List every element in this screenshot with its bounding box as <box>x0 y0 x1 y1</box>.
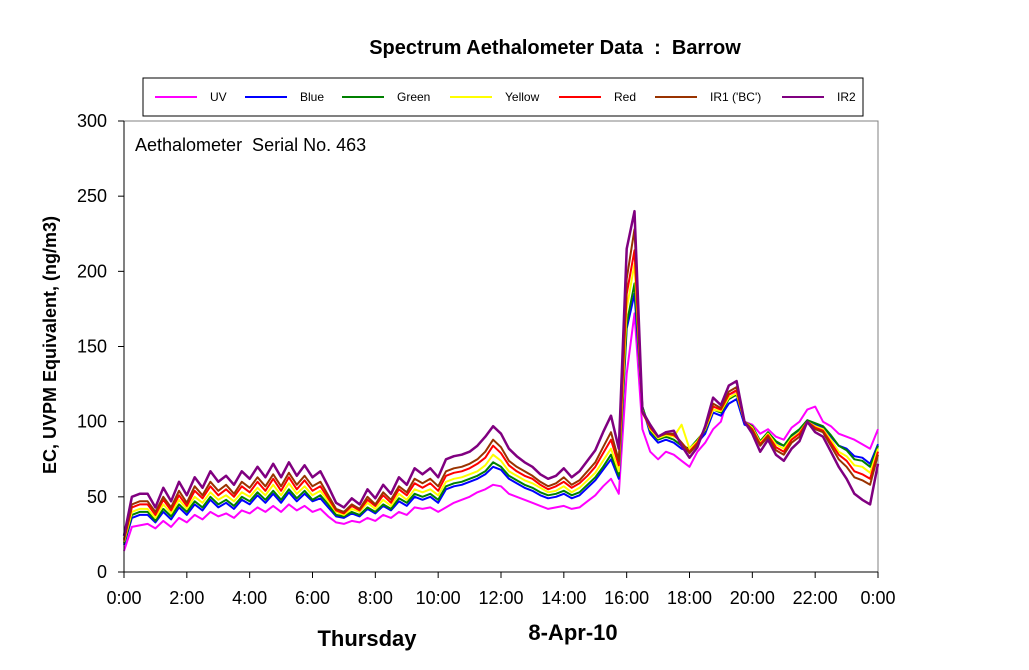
y-tick-label: 200 <box>77 261 107 281</box>
y-tick-label: 0 <box>97 562 107 582</box>
x-tick-label: 12:00 <box>478 588 523 608</box>
x-tick-label: 8:00 <box>358 588 393 608</box>
x-tick-label: 10:00 <box>416 588 461 608</box>
series-line-ir1-bc <box>123 228 879 540</box>
legend-label: IR2 <box>837 90 856 104</box>
legend-label: UV <box>210 90 227 104</box>
x-axis: 0:00 2:00 4:00 6:00 8:00 10:00 12:00 14:00 16:00… <box>106 571 896 608</box>
series-line-green <box>123 282 879 544</box>
legend-label: Green <box>397 90 430 104</box>
series-line-yellow <box>123 262 879 543</box>
x-tick-label: 16:00 <box>604 588 649 608</box>
legend-label: Blue <box>300 90 324 104</box>
date-label: 8-Apr-10 <box>528 620 617 645</box>
day-label: Thursday <box>317 626 417 651</box>
y-axis: 0 50 100 150 200 250 300 <box>77 111 125 582</box>
y-axis-label: EC, UVPM Equivalent, (ng/m3) <box>40 216 60 474</box>
serial-annotation: Aethalometer Serial No. 463 <box>135 135 366 155</box>
x-tick-label: 4:00 <box>232 588 267 608</box>
series-line-ir2 <box>122 209 880 537</box>
x-tick-label: 20:00 <box>730 588 775 608</box>
x-tick-label: 0:00 <box>106 588 141 608</box>
y-tick-label: 100 <box>77 412 107 432</box>
legend: UV Blue Green Yellow Red IR1 ('BC') IR2 <box>142 77 864 117</box>
x-tick-label: 2:00 <box>169 588 204 608</box>
legend-label: Red <box>614 90 636 104</box>
x-tick-label: 22:00 <box>793 588 838 608</box>
legend-label: Yellow <box>505 90 540 104</box>
chart-title: Spectrum Aethalometer Data : Barrow <box>369 37 741 59</box>
y-tick-label: 250 <box>77 186 107 206</box>
x-tick-label: 6:00 <box>295 588 330 608</box>
x-tick-label: 0:00 <box>860 588 895 608</box>
x-tick-label: 18:00 <box>667 588 712 608</box>
y-tick-label: 50 <box>87 487 107 507</box>
series-line-uv <box>123 312 879 552</box>
y-tick-label: 150 <box>77 337 107 357</box>
legend-label: IR1 ('BC') <box>710 90 761 104</box>
y-tick-label: 300 <box>77 111 107 131</box>
x-tick-label: 14:00 <box>541 588 586 608</box>
